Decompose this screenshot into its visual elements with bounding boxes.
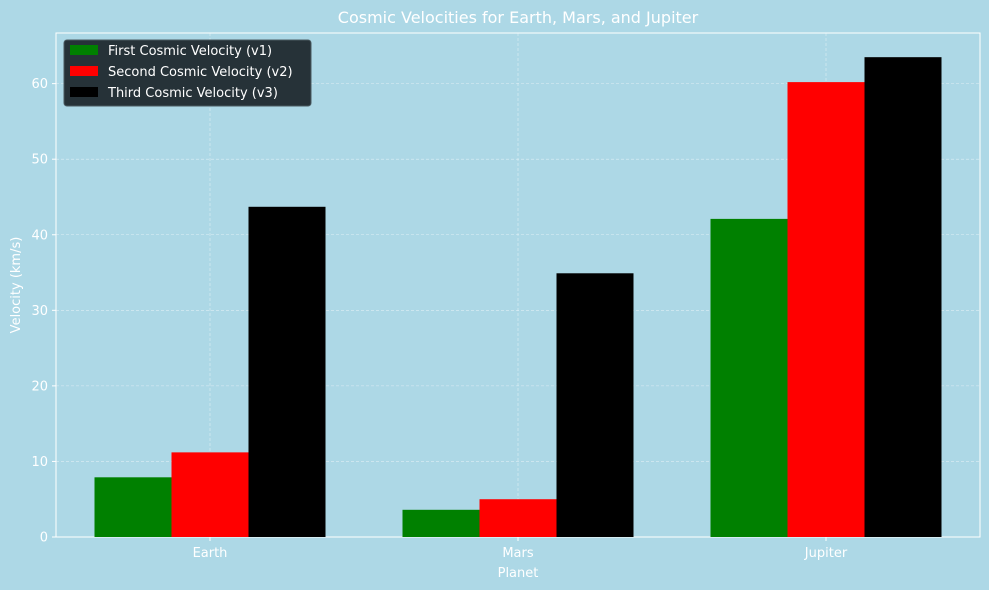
x-axis-ticks: Earth Mars Jupiter [193,537,848,561]
legend-swatch [70,66,98,76]
bar [479,499,557,537]
bar [171,452,249,537]
y-axis-ticks: 0 10 20 30 40 50 60 [31,77,56,546]
legend: First Cosmic Velocity (v1) Second Cosmic … [63,39,312,107]
y-tick-label: 40 [31,228,48,243]
x-tick-label: Mars [502,546,534,561]
chart-title: Cosmic Velocities for Earth, Mars, and J… [338,8,699,27]
bar [556,273,634,537]
y-axis-label: Velocity (km/s) [9,237,24,334]
bar [248,206,326,538]
bar [402,509,480,537]
legend-swatch [70,87,98,97]
bar [787,82,865,537]
x-tick-label: Earth [193,546,228,561]
bar [94,477,172,537]
bar [710,218,788,537]
y-tick-label: 60 [31,77,48,92]
legend-swatch [70,45,98,55]
y-tick-label: 50 [31,153,48,168]
legend-box [63,39,312,107]
y-tick-label: 30 [31,304,48,319]
legend-entry: Second Cosmic Velocity (v2) [108,65,293,80]
y-tick-label: 20 [31,379,48,394]
y-tick-label: 0 [40,531,48,546]
x-tick-label: Jupiter [804,546,848,561]
bar [864,57,942,538]
legend-entry: Third Cosmic Velocity (v3) [107,86,278,101]
y-tick-label: 10 [31,455,48,470]
bars [94,57,942,538]
x-axis-label: Planet [498,566,539,581]
legend-entry: First Cosmic Velocity (v1) [108,44,272,59]
